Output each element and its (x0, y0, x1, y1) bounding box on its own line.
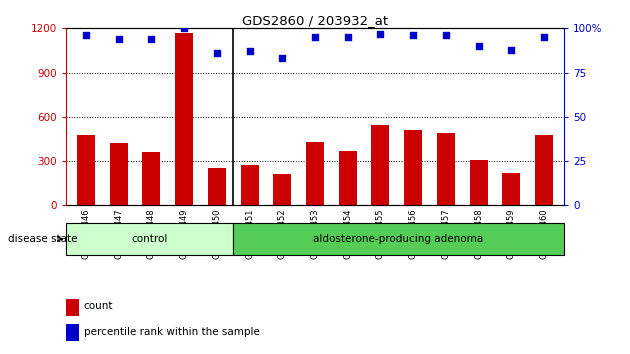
Bar (404, 130, 422, 205)
Bar (66, 324, 79, 341)
Bar (233, 223, 564, 255)
Point (244, 48, 255, 54)
Text: aldosterone-producing adenoma: aldosterone-producing adenoma (314, 234, 484, 244)
Bar (208, 169, 226, 205)
Bar (66, 299, 79, 316)
Bar (77, 135, 94, 205)
Text: count: count (84, 301, 113, 311)
Bar (306, 142, 324, 205)
Point (408, 33, 418, 38)
Point (212, 50, 222, 56)
Bar (437, 133, 455, 205)
Text: percentile rank within the sample: percentile rank within the sample (84, 327, 260, 337)
Bar (241, 166, 258, 205)
Point (507, 47, 517, 52)
Point (441, 33, 451, 38)
Text: disease state: disease state (8, 234, 77, 244)
Bar (273, 175, 291, 205)
Title: GDS2860 / 203932_at: GDS2860 / 203932_at (242, 14, 388, 27)
Point (539, 34, 549, 40)
Point (81, 33, 91, 38)
Bar (66, 223, 233, 255)
Bar (470, 160, 488, 205)
Bar (339, 151, 357, 205)
Point (310, 34, 320, 40)
Point (343, 34, 353, 40)
Bar (536, 135, 553, 205)
Bar (503, 173, 520, 205)
Point (277, 56, 287, 61)
Point (474, 43, 484, 49)
Bar (372, 125, 389, 205)
Point (146, 36, 156, 42)
Bar (142, 152, 160, 205)
Bar (175, 33, 193, 205)
Point (113, 36, 123, 42)
Point (375, 31, 386, 36)
Bar (110, 143, 127, 205)
Text: control: control (132, 234, 168, 244)
Point (179, 25, 189, 31)
